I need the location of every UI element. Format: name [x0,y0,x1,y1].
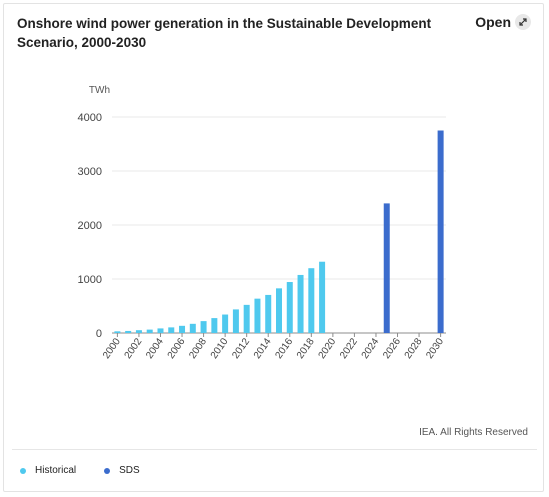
y-tick-label: 0 [96,328,102,340]
x-tick-label: 2012 [230,336,252,361]
bar-historical-2007 [189,323,196,333]
legend-label-sds: SDS [119,465,140,476]
y-tick-label: 4000 [78,112,102,124]
y-unit-label: TWh [89,85,110,96]
legend-label-historical: Historical [35,465,77,476]
x-tick-label: 2018 [295,336,317,361]
bar-historical-2013 [254,298,261,333]
legend-swatch-sds [104,467,111,474]
legend: Historical SDS [20,465,168,476]
bar-historical-2000 [114,331,121,333]
x-tick-label: 2030 [424,336,446,361]
y-tick-label: 2000 [78,220,102,232]
legend-divider [12,449,537,450]
x-tick-label: 2016 [273,336,295,361]
x-tick-label: 2010 [209,336,231,361]
x-tick-label: 2026 [381,336,403,361]
bar-historical-2003 [146,329,153,333]
bar-historical-2014 [265,294,272,333]
x-tick-label: 2022 [338,336,360,361]
copyright-notice: IEA. All Rights Reserved [419,427,528,438]
legend-item-sds[interactable]: SDS [104,465,140,476]
open-button[interactable]: Open [475,14,531,30]
bar-historical-2015 [276,288,282,333]
x-tick-label: 2024 [360,336,382,361]
bar-historical-2004 [157,328,164,333]
x-tick-label: 2004 [144,336,166,361]
x-tick-label: 2002 [123,336,145,361]
y-tick-label: 1000 [78,274,102,286]
bar-historical-2019 [319,261,326,333]
x-tick-label: 2008 [187,336,209,361]
bar-historical-2016 [286,282,293,333]
bar-historical-2008 [200,321,207,333]
bar-historical-2010 [222,314,229,333]
legend-item-historical[interactable]: Historical [20,465,76,476]
chart-title: Onshore wind power generation in the Sus… [17,16,432,50]
bar-historical-2001 [125,330,132,333]
bar-sds-2030 [437,130,444,333]
bar-historical-2005 [168,327,175,333]
x-tick-label: 2000 [101,336,123,361]
x-tick-label: 2028 [403,336,425,361]
bar-historical-2018 [308,268,315,333]
bar-historical-2002 [135,330,142,333]
bar-sds-2025 [383,203,390,333]
open-label: Open [475,14,511,30]
legend-swatch-historical [20,467,26,474]
bar-historical-2011 [232,309,239,333]
x-tick-label: 2020 [317,336,339,361]
chart-card [3,3,544,492]
x-tick-label: 2014 [252,336,274,361]
bar-historical-2012 [243,304,250,333]
bar-historical-2017 [297,274,304,333]
bar-historical-2009 [211,318,218,333]
y-tick-label: 3000 [78,166,102,178]
expand-arrow-icon [515,14,531,30]
x-tick-label: 2006 [166,336,188,361]
bar-historical-2006 [179,325,186,333]
